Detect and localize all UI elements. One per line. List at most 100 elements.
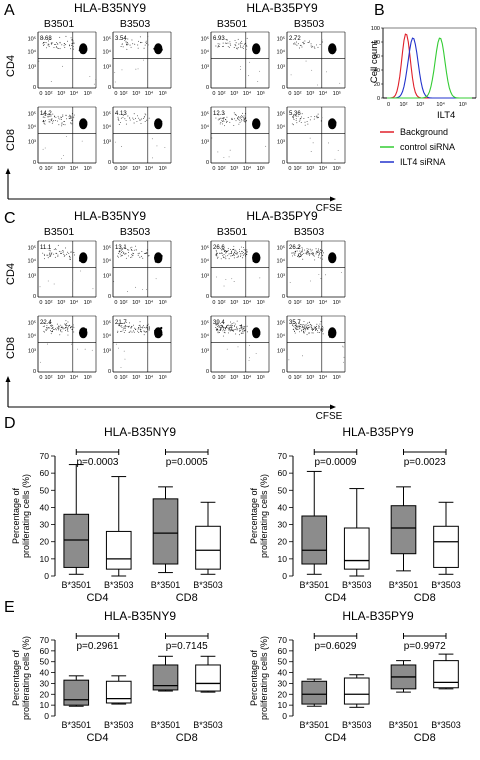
- box-category-label: B*3503: [193, 720, 223, 730]
- flow-event: [343, 356, 345, 358]
- flow-cluster: [328, 252, 337, 264]
- flow-event: [307, 327, 309, 329]
- flow-event: [239, 252, 241, 254]
- flow-event: [233, 245, 235, 247]
- flow-cluster: [252, 252, 261, 264]
- flow-event: [295, 43, 297, 45]
- flow-event: [52, 42, 54, 44]
- flow-event: [63, 121, 65, 122]
- flow-event: [60, 117, 62, 119]
- flow-event: [241, 332, 243, 334]
- flow-event: [246, 249, 248, 251]
- flow-x-tick: 10⁴: [319, 374, 328, 381]
- flow-x-tick: 10⁴: [70, 90, 79, 97]
- flow-event: [230, 255, 232, 257]
- flow-event: [59, 36, 61, 38]
- flow-event: [318, 254, 320, 256]
- flow-event: [217, 43, 219, 45]
- flow-cluster: [154, 118, 163, 130]
- flow-event: [220, 122, 222, 123]
- flow-x-tick: 10⁵: [333, 90, 341, 97]
- flow-event: [56, 252, 58, 254]
- flow-event: [72, 117, 74, 119]
- flow-event: [294, 327, 296, 328]
- flow-event: [42, 116, 44, 118]
- box-category-label: B*3501: [389, 720, 419, 730]
- flow-event: [316, 116, 318, 118]
- box-y-tick-label: 50: [40, 657, 50, 667]
- flow-event: [44, 41, 46, 43]
- flow-y-tick: 10⁵: [277, 245, 285, 252]
- flow-event: [295, 115, 297, 117]
- pvalue-label: p=0.0003: [77, 457, 119, 468]
- flow-event: [57, 254, 59, 256]
- flow-x-tick: 10⁴: [145, 90, 154, 97]
- flow-event: [224, 330, 226, 332]
- hist-curve-control-sirna: [387, 37, 472, 99]
- flow-event: [227, 255, 229, 257]
- flow-event: [328, 142, 329, 144]
- flow-event: [304, 124, 306, 126]
- box-y-tick-label: 40: [40, 502, 50, 512]
- flow-x-tick: 10⁵: [257, 90, 265, 97]
- flow-event: [241, 253, 243, 254]
- flow-event: [117, 330, 119, 332]
- flow-event: [61, 44, 63, 46]
- box-category-label: B*3503: [431, 580, 461, 590]
- flow-cluster: [79, 327, 88, 339]
- flow-event: [50, 81, 52, 82]
- box-y-tick-label: 10: [278, 554, 288, 564]
- flow-event: [49, 323, 51, 324]
- box-group-label: CD4: [324, 592, 346, 604]
- flow-event: [216, 255, 218, 257]
- flow-event: [48, 43, 50, 45]
- flow-event: [312, 332, 314, 334]
- flow-event: [247, 331, 248, 333]
- flow-event: [142, 257, 144, 259]
- flow-event: [241, 329, 243, 331]
- flow-y-tick: 10⁴: [103, 258, 112, 265]
- flow-event: [131, 331, 133, 333]
- box-b3503-cd4: [343, 488, 370, 577]
- flow-x-tick: 10³: [306, 166, 314, 172]
- panel-a-row-label-cd4: CD4: [5, 55, 17, 77]
- flow-event: [50, 254, 52, 256]
- flow-event: [239, 68, 241, 70]
- flow-event: [44, 325, 46, 327]
- flow-event: [296, 326, 298, 328]
- panel-c-row-label-cd8: CD8: [5, 337, 17, 359]
- flow-event: [61, 118, 63, 120]
- flow-event: [233, 322, 235, 324]
- flow-event: [54, 44, 56, 45]
- flow-event: [239, 117, 241, 119]
- flow-event: [235, 333, 237, 335]
- panel-c-group-title: HLA-B35PY9: [246, 209, 318, 223]
- flow-event: [47, 257, 49, 259]
- flow-event: [225, 258, 227, 260]
- flow-event: [243, 246, 244, 248]
- flow-event: [306, 252, 307, 254]
- flow-event: [118, 325, 120, 326]
- flow-event: [296, 247, 298, 249]
- flow-x-tick: 10²: [44, 375, 52, 381]
- flow-event: [120, 122, 121, 123]
- flow-event: [215, 249, 217, 251]
- flow-event: [306, 248, 308, 250]
- box-b3503-cd4: [105, 675, 132, 705]
- flow-event: [55, 249, 57, 251]
- flow-event: [49, 254, 51, 256]
- flow-cluster: [328, 327, 337, 339]
- flow-event: [224, 332, 226, 334]
- flow-event: [225, 328, 227, 329]
- flow-event: [293, 253, 295, 255]
- flow-y-tick: 10⁵: [103, 111, 111, 118]
- flow-event: [59, 118, 61, 120]
- flow-event: [216, 276, 217, 278]
- flow-event: [64, 254, 66, 256]
- flow-event: [95, 79, 97, 81]
- flow-event: [77, 348, 79, 350]
- flow-event: [317, 117, 319, 119]
- flow-event: [229, 330, 231, 332]
